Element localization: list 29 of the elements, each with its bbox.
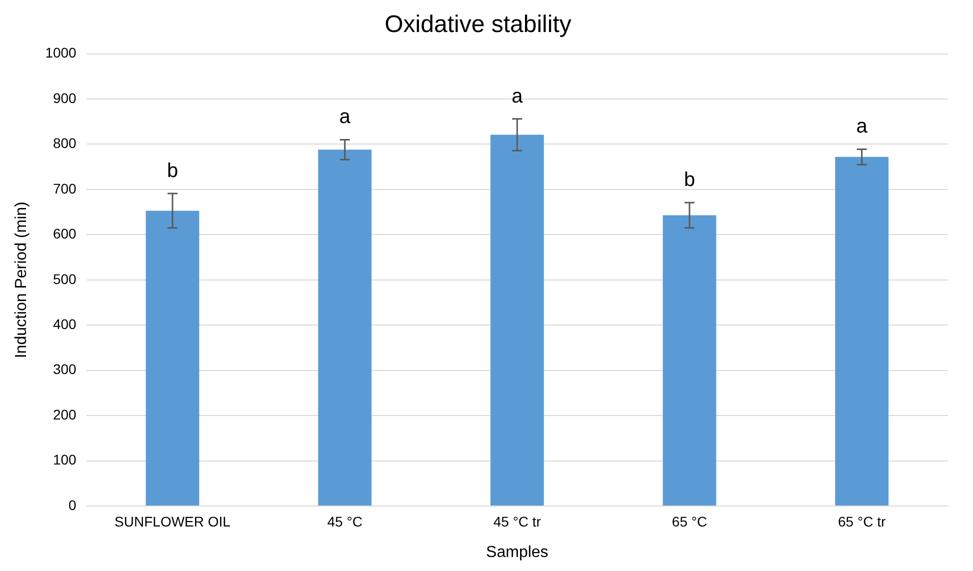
x-tick-label: SUNFLOWER OIL [114,513,231,530]
annotation: b [166,160,178,182]
chart-title: Oxidative stability [384,11,572,38]
x-axis-title: Samples [486,544,548,561]
y-tick-label: 800 [52,135,77,152]
bar [835,156,889,506]
annotation: a [856,116,868,138]
bar [662,215,716,506]
y-tick-label: 300 [52,361,77,378]
y-tick-label: 400 [52,316,77,332]
x-tick-label: 65 °C [672,513,708,530]
y-tick-label: 600 [52,226,77,242]
y-tick-label: 0 [68,496,77,513]
y-tick-label: 1000 [45,44,77,61]
annotation: a [512,85,524,108]
annotation: a [339,106,352,128]
bar [318,150,372,506]
x-tick-label: 45 °C [327,513,362,530]
x-tick-label: 45 °C tr [493,513,542,530]
y-axis-title: Induction Period (min) [13,202,30,358]
y-tick-label: 100 [52,452,77,468]
annotation: b [684,169,696,192]
y-tick-label: 500 [52,270,77,287]
y-tick-label: 900 [52,90,77,106]
y-tick-label: 200 [52,406,77,422]
bar [146,210,200,506]
y-tick-label: 700 [52,180,77,196]
x-tick-label: 65 °C tr [838,513,886,530]
bar [490,134,544,506]
